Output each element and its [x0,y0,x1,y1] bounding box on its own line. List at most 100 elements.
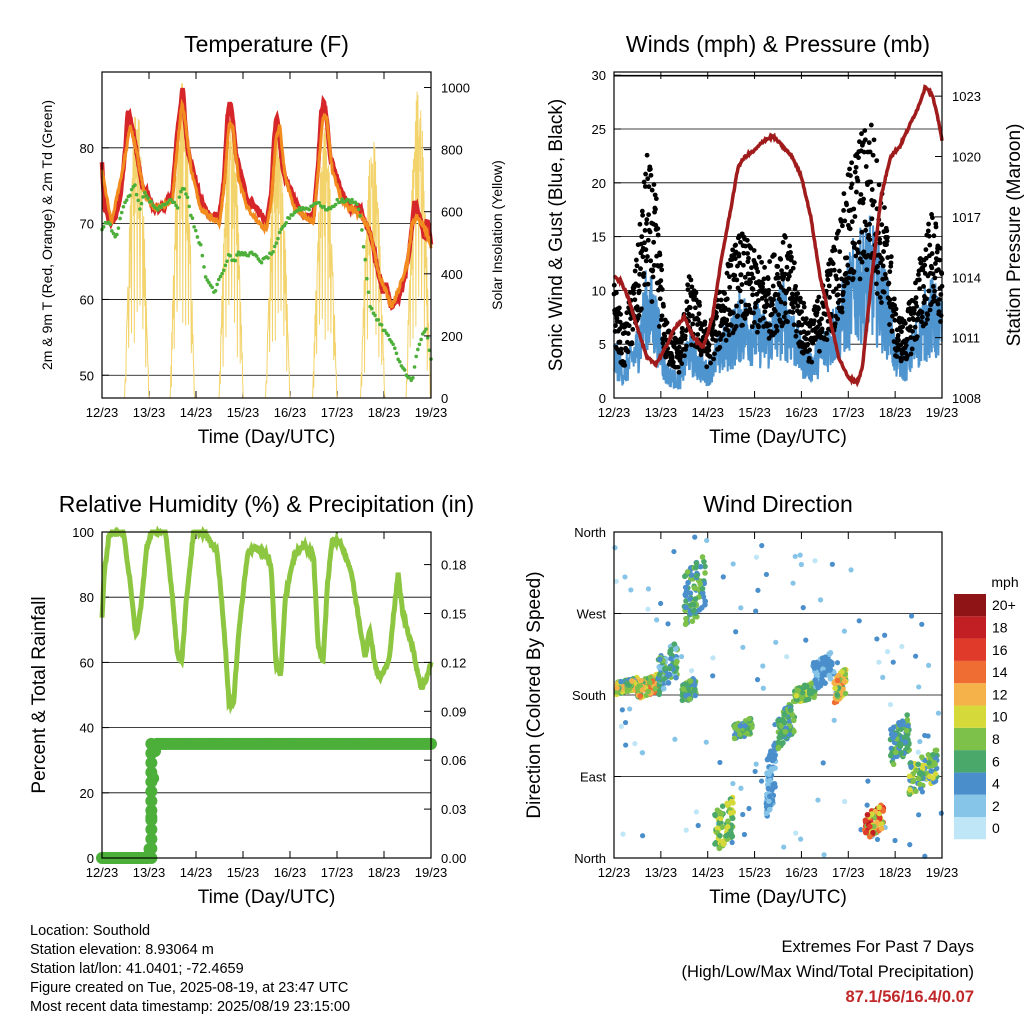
direction-point [654,617,660,623]
direction-point [784,654,790,660]
gust-point [741,262,746,268]
dewpoint-point [233,258,238,263]
gust-point [716,330,722,336]
gust-point [834,235,839,241]
gust-point [641,179,647,185]
gust-point [845,280,850,286]
direction-point [919,621,925,627]
gust-point [778,284,784,290]
dewpoint-point [172,200,177,205]
gust-point [659,313,665,319]
gust-point [746,255,751,261]
direction-point [738,605,744,611]
direction-point [904,717,911,723]
direction-point [639,687,646,693]
dewpoint-point [274,241,279,245]
direction-point [841,678,848,685]
precip-point [145,737,158,750]
direction-point [714,825,721,832]
gust-point [855,250,861,255]
gust-point [639,208,645,214]
gust-point [926,221,931,227]
gust-point [834,276,840,282]
gust-point [877,295,883,300]
direction-point [731,735,738,742]
dewpoint-point [358,213,363,218]
gust-point [902,320,908,326]
direction-point [702,598,709,605]
direction-point [772,784,778,790]
direction-point [775,744,782,751]
gust-point [885,255,891,260]
y-tick-label: 30 [592,68,606,83]
gust-point [639,234,645,240]
direction-point [831,717,837,723]
gust-point [642,184,648,189]
y-tick-label: South [572,688,606,703]
gust-point [816,294,822,300]
direction-point [694,572,700,579]
dewpoint-series [100,183,433,383]
direction-point [623,742,629,748]
direction-point [870,829,876,836]
gust-point [781,314,787,320]
direction-point [882,632,888,638]
dewpoint-point [128,193,132,198]
y-right-tick-label: 400 [441,267,463,282]
plot-border [101,71,432,399]
direction-point [680,686,687,692]
dewpoint-point [277,230,282,235]
gust-point [629,340,635,346]
direction-point [691,585,698,591]
chart-title: Temperature (F) [184,31,349,57]
gust-point [776,312,781,318]
gust-point [729,323,734,328]
gust-point [780,239,786,245]
direction-point [619,707,625,713]
gust-point [742,316,748,321]
gust-point [856,155,861,161]
y-right-axis-label: Solar Insolation (Yellow) [489,160,505,310]
direction-point [723,832,730,839]
gust-point [690,321,696,327]
direction-point [766,798,772,804]
colorbar-swatch [954,817,986,840]
direction-point [913,653,919,659]
gust-point [625,331,631,336]
extremes-subtitle: (High/Low/Max Wind/Total Precipitation) [681,963,974,981]
gust-point [778,256,784,262]
direction-point [692,596,699,602]
dewpoint-point [235,253,239,257]
colorbar-swatch [954,794,986,817]
gust-point [675,364,681,370]
gust-point [737,288,743,294]
gust-point [659,317,664,323]
y-tick-label: 0 [87,851,94,866]
gust-point [893,306,899,312]
direction-point [798,695,804,702]
colorbar-label: 0 [992,820,1000,836]
y-right-tick-label: 200 [441,329,463,344]
gust-point [726,274,732,280]
gust-point [708,360,714,366]
y-tick-label: 60 [80,655,94,670]
gust-point [766,287,772,293]
gust-point [762,264,767,270]
precip-point [145,766,158,779]
gust-point [736,253,742,259]
gust-point [688,277,694,283]
dewpoint-point [184,192,188,196]
gust-point [657,296,663,302]
gust-point [752,304,758,310]
gust-point [849,160,855,166]
gust-point [896,337,901,343]
y-right-tick-label: 1011 [952,331,980,346]
x-tick-label: 18/23 [368,405,401,420]
y-tick-label: 10 [592,283,606,298]
direction-point [925,751,932,758]
direction-point [915,761,921,768]
gust-point [801,304,807,310]
gust-point [916,277,922,283]
dewpoint-point [365,276,369,281]
direction-point [793,830,799,836]
